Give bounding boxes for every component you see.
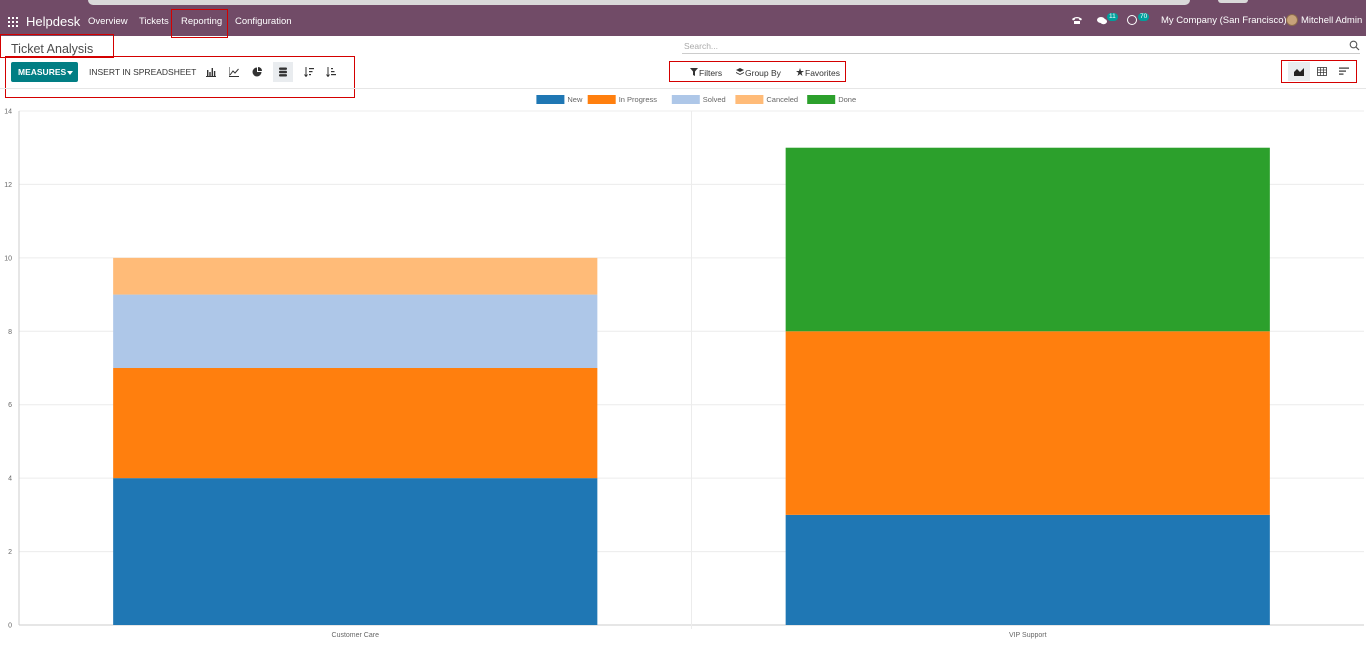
- x-tick-label: VIP Support: [1009, 632, 1047, 639]
- table-icon: [1317, 67, 1327, 76]
- browser-chrome-edge: [1218, 0, 1248, 3]
- user-menu[interactable]: Mitchell Admin: [1301, 15, 1363, 26]
- highlight-toolbar: [5, 56, 355, 98]
- bar-chart-icon: [206, 68, 216, 77]
- pie-chart-icon: [252, 67, 262, 77]
- stacked-button[interactable]: [273, 62, 293, 82]
- legend-label: In Progress: [619, 95, 658, 104]
- stacked-bar-chart: 0 2 4 6 8 10 12 14 Customer Care VIP Support New In…: [0, 89, 1366, 650]
- group-by-button[interactable]: Group By: [736, 68, 781, 78]
- y-tick-label: 10: [4, 255, 12, 262]
- stack-icon: [279, 67, 287, 77]
- bar-segment: [785, 147, 1270, 332]
- bar-segment: [785, 331, 1270, 515]
- legend-swatch: [807, 95, 836, 104]
- filters-button[interactable]: Filters: [690, 68, 722, 78]
- legend-swatch: [536, 95, 565, 104]
- graph-view-button[interactable]: [1288, 62, 1310, 81]
- legend-swatch: [735, 95, 764, 104]
- chat-icon[interactable]: [1097, 16, 1107, 25]
- x-tick-label: Customer Care: [332, 632, 380, 639]
- apps-grid-icon[interactable]: [8, 17, 18, 27]
- legend-label: Done: [838, 95, 856, 104]
- favorites-button[interactable]: Favorites: [796, 68, 840, 78]
- measures-label: MEASURES: [18, 67, 67, 77]
- phone-icon[interactable]: [1072, 16, 1082, 24]
- sort-ascending-icon: [326, 67, 336, 77]
- y-tick-label: 0: [8, 623, 12, 630]
- layers-icon: [736, 68, 744, 75]
- highlight-filters: [669, 61, 846, 82]
- y-tick-label: 12: [4, 182, 12, 189]
- pie-chart-button[interactable]: [247, 62, 267, 82]
- highlight-title: [0, 34, 114, 58]
- search-input[interactable]: Search...: [684, 41, 719, 51]
- line-chart-button[interactable]: [224, 62, 244, 82]
- bar-chart-button[interactable]: [201, 62, 221, 82]
- menu-configuration[interactable]: Configuration: [235, 16, 292, 27]
- control-panel-divider: [0, 88, 1366, 89]
- list-view-button[interactable]: [1333, 62, 1355, 81]
- list-icon: [1339, 67, 1349, 75]
- legend-swatch: [671, 95, 700, 104]
- bar-segment: [113, 368, 598, 479]
- highlight-view-switcher: [1281, 60, 1357, 83]
- area-chart-icon: [1294, 68, 1304, 76]
- y-tick-label: 2: [8, 549, 12, 556]
- y-tick-label: 6: [8, 402, 12, 409]
- y-tick-label: 14: [4, 109, 12, 116]
- sort-descending-icon: [304, 67, 314, 77]
- bar-segment: [113, 257, 598, 295]
- legend-label: New: [567, 95, 583, 104]
- page-title: Ticket Analysis: [11, 42, 94, 56]
- menu-reporting[interactable]: Reporting: [181, 16, 223, 27]
- filters-label: Filters: [699, 68, 723, 78]
- measures-button[interactable]: MEASURES: [11, 62, 78, 82]
- filter-icon: [690, 68, 698, 76]
- group-by-label: Group By: [745, 68, 781, 78]
- bar-segment: [113, 294, 598, 368]
- menu-tickets[interactable]: Tickets: [139, 16, 169, 27]
- activity-clock-icon[interactable]: [1127, 15, 1137, 25]
- chart-canvas: 0 2 4 6 8 10 12 14 Customer Care VIP Support New In…: [4, 95, 1364, 639]
- legend-swatch: [587, 95, 616, 104]
- sort-ascending-button[interactable]: [321, 62, 341, 82]
- chat-count-badge: 11: [1107, 13, 1118, 21]
- insert-spreadsheet-button[interactable]: INSERT IN SPREADSHEET: [89, 67, 197, 77]
- legend-label: Solved: [703, 95, 726, 104]
- user-avatar[interactable]: [1286, 14, 1298, 26]
- browser-chrome-edge: [88, 0, 1190, 5]
- star-icon: [796, 68, 804, 76]
- sort-descending-button[interactable]: [299, 62, 319, 82]
- app-name[interactable]: Helpdesk: [26, 14, 81, 29]
- y-tick-label: 8: [8, 329, 12, 336]
- activity-count-badge: 70: [1138, 13, 1150, 21]
- caret-down-icon: [67, 71, 73, 75]
- menu-overview[interactable]: Overview: [88, 16, 128, 27]
- company-switcher[interactable]: My Company (San Francisco): [1161, 15, 1287, 26]
- favorites-label: Favorites: [805, 68, 840, 78]
- bar-segment: [113, 478, 598, 625]
- y-tick-label: 4: [8, 476, 12, 483]
- bar-segment: [785, 514, 1270, 625]
- search-bar[interactable]: Search...: [682, 40, 1360, 54]
- search-icon[interactable]: [1349, 40, 1360, 51]
- line-chart-icon: [229, 67, 239, 77]
- highlight-reporting: [171, 9, 228, 38]
- pivot-view-button[interactable]: [1311, 62, 1333, 81]
- legend-label: Canceled: [766, 95, 798, 104]
